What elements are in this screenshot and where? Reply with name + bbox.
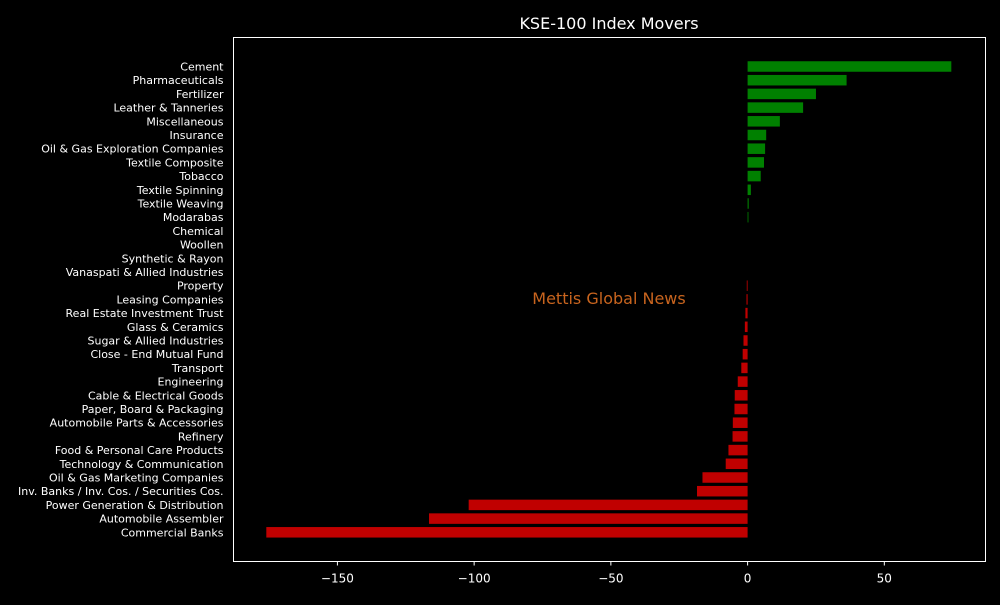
category-label: Power Generation & Distribution <box>46 499 224 512</box>
category-label: Inv. Banks / Inv. Cos. / Securities Cos. <box>18 485 223 498</box>
bar <box>747 88 816 100</box>
bar <box>697 485 748 497</box>
bar <box>702 472 748 483</box>
bar <box>747 102 804 113</box>
bar <box>732 417 748 428</box>
x-tick-label: −150 <box>321 572 354 586</box>
bar <box>742 348 748 360</box>
bar <box>743 335 748 346</box>
category-label: Textile Spinning <box>136 184 224 197</box>
category-label: Food & Personal Care Products <box>55 444 224 457</box>
bar <box>747 184 751 196</box>
bar <box>728 444 748 456</box>
x-tick-label: 50 <box>877 572 892 586</box>
category-label: Refinery <box>178 430 224 443</box>
plot-frame <box>233 37 986 562</box>
category-label: Modarabas <box>163 211 224 224</box>
category-label: Oil & Gas Marketing Companies <box>49 472 224 485</box>
category-label: Engineering <box>158 376 224 389</box>
category-label: Technology & Communication <box>59 458 224 471</box>
category-label: Automobile Parts & Accessories <box>50 417 224 430</box>
category-label: Pharmaceuticals <box>133 74 224 87</box>
bar <box>725 458 748 470</box>
bar <box>747 129 767 141</box>
category-label: Cement <box>180 61 224 74</box>
bar <box>747 116 780 127</box>
x-axis: −150 −100 −50 0 50 <box>321 561 892 586</box>
category-label: Sugar & Allied Industries <box>87 335 223 348</box>
x-tick-label: −100 <box>458 572 491 586</box>
bar <box>747 157 765 168</box>
category-label: Synthetic & Rayon <box>122 252 224 265</box>
category-label: Vanaspati & Allied Industries <box>66 266 224 279</box>
bar <box>747 143 766 154</box>
category-label: Textile Weaving <box>137 198 224 211</box>
bar <box>744 321 748 333</box>
bar <box>745 307 748 319</box>
bars-layer <box>266 61 952 538</box>
bar <box>747 170 761 182</box>
bar <box>746 294 748 305</box>
category-label: Close - End Mutual Fund <box>90 348 223 361</box>
category-label: Cable & Electrical Goods <box>88 389 224 402</box>
category-label: Paper, Board & Packaging <box>82 403 224 416</box>
category-label: Glass & Ceramics <box>127 321 224 334</box>
bar <box>734 403 748 415</box>
category-label: Insurance <box>170 129 224 142</box>
bar <box>747 74 847 86</box>
bar <box>747 61 952 72</box>
bar <box>734 390 748 401</box>
bar <box>747 211 749 223</box>
category-label: Leasing Companies <box>116 293 223 306</box>
category-label: Woollen <box>180 239 224 252</box>
category-label: Property <box>177 280 224 293</box>
bar <box>266 527 748 538</box>
bar <box>746 280 748 291</box>
category-label: Chemical <box>172 225 223 238</box>
category-label: Commercial Banks <box>121 526 224 539</box>
bar <box>732 431 748 442</box>
category-label: Fertilizer <box>176 88 224 101</box>
category-label: Textile Composite <box>125 156 224 169</box>
category-label: Leather & Tanneries <box>113 102 223 115</box>
bar <box>747 198 749 209</box>
watermark-text: Mettis Global News <box>532 289 685 308</box>
category-label: Miscellaneous <box>146 115 223 128</box>
category-label: Automobile Assembler <box>99 513 224 526</box>
category-label: Tobacco <box>178 170 223 183</box>
x-tick-label: 0 <box>744 572 752 586</box>
bar <box>741 362 748 374</box>
bar <box>429 513 748 524</box>
x-tick-label: −50 <box>598 572 623 586</box>
category-label: Oil & Gas Exploration Companies <box>41 143 224 156</box>
bar <box>737 376 748 387</box>
bar <box>468 499 748 511</box>
category-label: Transport <box>171 362 224 375</box>
category-label: Real Estate Investment Trust <box>66 307 225 320</box>
chart-title: KSE-100 Index Movers <box>519 14 698 33</box>
